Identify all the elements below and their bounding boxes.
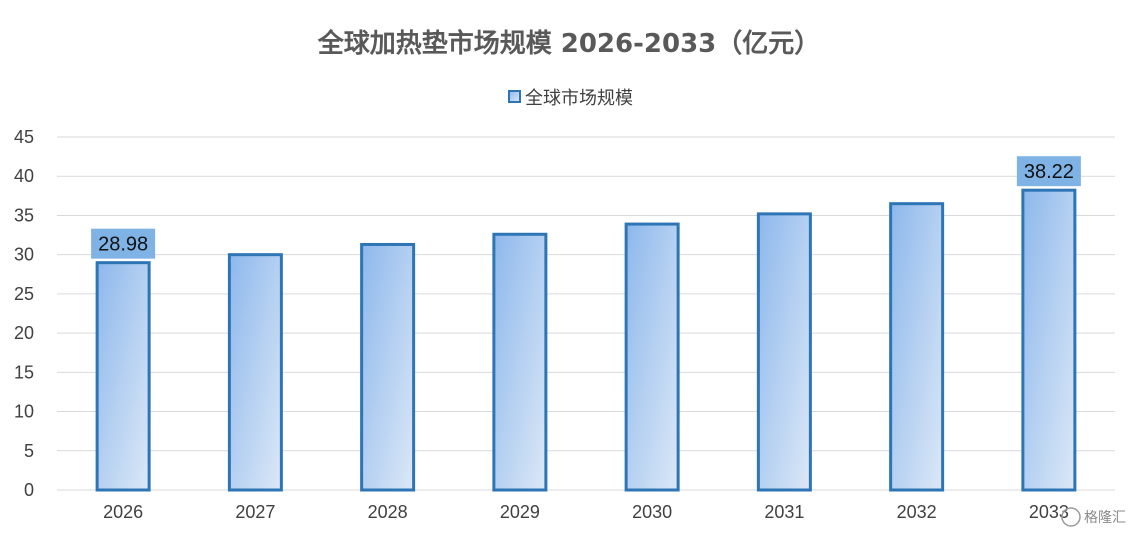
data-label-box-2033 — [1016, 156, 1081, 187]
y-tick-label: 25 — [14, 284, 34, 304]
watermark-logo-icon — [1061, 507, 1081, 527]
watermark: 格隆汇 — [1061, 507, 1126, 527]
bar-2033 — [1021, 188, 1077, 492]
y-tick-label: 5 — [24, 441, 34, 461]
gridlines — [57, 136, 1115, 491]
x-tick-label: 2026 — [103, 502, 143, 522]
y-axis-ticks: 0 5 10 15 20 25 30 35 40 45 — [14, 127, 34, 500]
y-tick-label: 0 — [24, 480, 34, 500]
data-labels: 28.98 38.22 — [91, 156, 1081, 259]
x-tick-label: 2032 — [897, 502, 937, 522]
y-tick-label: 40 — [14, 166, 34, 186]
y-tick-label: 15 — [14, 362, 34, 382]
legend-label: 全球市场规模 — [525, 88, 633, 109]
x-tick-label: 2033 — [1029, 502, 1069, 522]
y-tick-label: 10 — [14, 402, 34, 422]
bar-2030 — [624, 222, 680, 492]
y-tick-label: 45 — [14, 127, 34, 147]
x-axis-ticks: 2026 2027 2028 2029 2030 2031 2032 2033 — [103, 502, 1069, 522]
bar-2028 — [360, 242, 416, 492]
bar-2032 — [889, 202, 945, 492]
legend: 全球市场规模 — [508, 88, 633, 109]
chart-title: 全球加热垫市场规模 2026-2033（亿元） — [317, 28, 821, 59]
bars — [95, 188, 1077, 492]
bar-2027 — [227, 253, 283, 492]
legend-swatch — [508, 90, 521, 103]
x-tick-label: 2027 — [235, 502, 275, 522]
bar-2031 — [756, 212, 812, 492]
y-tick-label: 30 — [14, 245, 34, 265]
y-tick-label: 35 — [14, 205, 34, 225]
data-label-box-2026 — [91, 228, 156, 259]
watermark-text: 格隆汇 — [1084, 510, 1126, 526]
y-tick-label: 20 — [14, 323, 34, 343]
data-label-2033: 38.22 — [1024, 161, 1074, 183]
bar-2029 — [492, 232, 548, 492]
x-tick-label: 2028 — [368, 502, 408, 522]
x-tick-label: 2031 — [764, 502, 804, 522]
data-label-2026: 28.98 — [98, 234, 148, 256]
bar-2026 — [95, 261, 151, 492]
x-tick-label: 2030 — [632, 502, 672, 522]
x-tick-label: 2029 — [500, 502, 540, 522]
